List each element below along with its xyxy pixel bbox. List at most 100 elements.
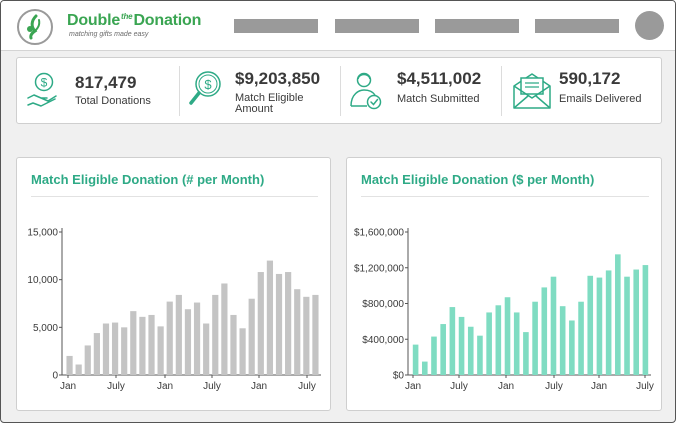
bar[interactable] bbox=[633, 269, 640, 375]
bar[interactable] bbox=[230, 314, 237, 375]
x-tick-label: July bbox=[203, 381, 221, 392]
bar[interactable] bbox=[93, 333, 100, 375]
bar[interactable] bbox=[596, 277, 603, 375]
bar[interactable] bbox=[605, 270, 612, 375]
bar[interactable] bbox=[66, 355, 73, 375]
amount-bar-chart: $0 $400,000 $800,000 $1,200,000 $1,600,000 Ja… bbox=[354, 228, 654, 393]
bar[interactable] bbox=[139, 316, 146, 375]
bar[interactable] bbox=[312, 294, 319, 375]
nav-placeholder-3[interactable] bbox=[435, 19, 519, 33]
bar[interactable] bbox=[421, 361, 428, 375]
bar[interactable] bbox=[642, 265, 649, 375]
bar[interactable] bbox=[486, 312, 492, 375]
bar[interactable] bbox=[175, 294, 182, 375]
bar[interactable] bbox=[495, 305, 502, 375]
bar[interactable] bbox=[513, 312, 520, 375]
y-tick-label: $0 bbox=[393, 371, 405, 382]
bar[interactable] bbox=[239, 328, 246, 375]
nav-placeholder-2[interactable] bbox=[335, 19, 419, 33]
bar[interactable] bbox=[184, 309, 192, 375]
bar[interactable] bbox=[111, 322, 119, 375]
bar[interactable] bbox=[624, 276, 630, 375]
bar[interactable] bbox=[303, 296, 310, 375]
x-tick-label: July bbox=[545, 381, 563, 392]
bar[interactable] bbox=[440, 324, 446, 375]
svg-text:$: $ bbox=[41, 76, 48, 90]
stat-match-submitted: $4,511,002 Match Submitted bbox=[341, 58, 501, 123]
bar[interactable] bbox=[75, 364, 82, 375]
bar[interactable] bbox=[458, 316, 465, 375]
bar[interactable] bbox=[578, 301, 584, 375]
x-tick-label: July bbox=[298, 381, 316, 392]
brand-logo[interactable]: DoubletheDonation matching gifts made ea… bbox=[17, 9, 207, 45]
bar[interactable] bbox=[559, 306, 566, 375]
bar[interactable] bbox=[504, 297, 511, 375]
bar[interactable] bbox=[587, 275, 594, 375]
y-tick-label: 15,000 bbox=[27, 228, 58, 239]
bar[interactable] bbox=[102, 323, 110, 375]
stat-value: 817,479 bbox=[75, 73, 137, 92]
y-tick-label: $1,200,000 bbox=[354, 263, 404, 274]
y-tick-label: 5,000 bbox=[33, 323, 58, 334]
stat-label: Match Submitted bbox=[397, 93, 480, 105]
stat-divider bbox=[501, 66, 502, 116]
bar[interactable] bbox=[121, 327, 128, 375]
x-tick-label: July bbox=[107, 381, 125, 392]
bar[interactable] bbox=[203, 323, 210, 375]
bar[interactable] bbox=[285, 272, 292, 375]
logo-word-the: the bbox=[121, 12, 133, 21]
bar[interactable] bbox=[412, 344, 419, 375]
bar[interactable] bbox=[193, 302, 201, 375]
x-tick-label: Jan bbox=[405, 381, 421, 392]
x-tick-label: July bbox=[450, 381, 468, 392]
bar[interactable] bbox=[257, 272, 264, 375]
x-tick-label: Jan bbox=[498, 381, 514, 392]
logo-word-double: Double bbox=[67, 12, 121, 29]
bar[interactable] bbox=[221, 283, 228, 375]
x-tick-label: July bbox=[636, 381, 654, 392]
stat-match-eligible-amount: $ $9,203,850 Match Eligible Amount bbox=[180, 58, 340, 123]
y-tick-label: $1,600,000 bbox=[354, 228, 404, 239]
avatar[interactable] bbox=[635, 11, 664, 40]
envelope-icon bbox=[513, 73, 551, 109]
bar[interactable] bbox=[523, 332, 529, 375]
x-tick-label: Jan bbox=[251, 381, 267, 392]
stat-label-line1: Match Eligible bbox=[235, 92, 304, 104]
person-check-icon bbox=[350, 72, 382, 110]
stat-value: $4,511,002 bbox=[397, 69, 482, 88]
bar[interactable] bbox=[550, 276, 557, 375]
bar[interactable] bbox=[130, 311, 137, 375]
bar[interactable] bbox=[266, 260, 274, 375]
card-divider bbox=[31, 196, 318, 197]
bar[interactable] bbox=[449, 307, 456, 375]
count-bar-chart: 0 5,000 10,000 15,000 Jan July Jan July Jan July bbox=[27, 228, 321, 392]
bar[interactable] bbox=[431, 336, 437, 375]
bar[interactable] bbox=[275, 273, 283, 375]
x-tick-label: Jan bbox=[60, 381, 76, 392]
nav-placeholder-4[interactable] bbox=[535, 19, 619, 33]
bar[interactable] bbox=[248, 298, 255, 375]
stat-total-donations: $ 817,479 Total Donations bbox=[17, 58, 179, 123]
x-tick-label: Jan bbox=[591, 381, 607, 392]
bar[interactable] bbox=[157, 326, 164, 375]
bar[interactable] bbox=[148, 314, 155, 375]
bar[interactable] bbox=[84, 345, 91, 375]
stat-divider bbox=[179, 66, 180, 116]
bar[interactable] bbox=[294, 289, 301, 375]
stat-label-line2: Amount bbox=[235, 103, 273, 115]
bar[interactable] bbox=[166, 301, 173, 375]
bar[interactable] bbox=[569, 320, 575, 375]
bar[interactable] bbox=[467, 326, 474, 375]
nav-placeholder-1[interactable] bbox=[234, 19, 318, 33]
stat-emails-delivered: 590,172 Emails Delivered bbox=[502, 58, 662, 123]
bar[interactable] bbox=[541, 287, 548, 375]
bar[interactable] bbox=[615, 254, 621, 375]
chart-title: Match Eligible Donation (# per Month) bbox=[31, 172, 265, 187]
stat-value: 590,172 bbox=[559, 69, 621, 88]
chart-card-count: Match Eligible Donation (# per Month) 0 5… bbox=[16, 157, 331, 411]
leaf-logo-icon bbox=[17, 9, 53, 45]
bar[interactable] bbox=[212, 294, 219, 375]
bar[interactable] bbox=[532, 301, 538, 375]
svg-text:$: $ bbox=[204, 77, 212, 92]
bar[interactable] bbox=[477, 335, 483, 375]
